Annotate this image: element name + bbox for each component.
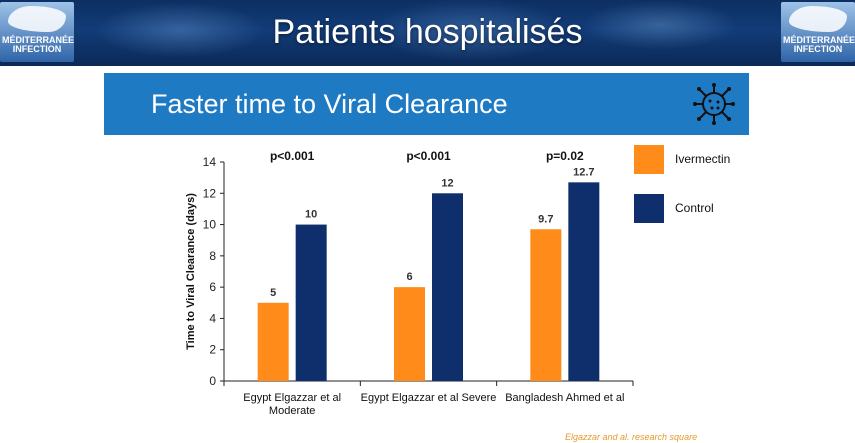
virus-icon <box>693 83 735 125</box>
legend-label-ivermectin: Ivermectin <box>675 152 730 166</box>
x-category-label: Egypt Elgazzar et al Severe <box>361 392 497 404</box>
slide-header: Faster time to Viral Clearance <box>104 73 749 135</box>
p-value-label: p<0.001 <box>270 149 315 163</box>
bar-ivermectin-0 <box>257 302 289 381</box>
logo-right: MÉDITERRANÉE INFECTION <box>781 2 855 62</box>
source-citation: Elgazzar and al. research square <box>565 432 698 442</box>
mediterranean-map-icon <box>8 6 66 32</box>
banner-texture <box>0 0 855 66</box>
y-tick-label: 0 <box>209 374 216 388</box>
y-tick-label: 14 <box>203 155 217 169</box>
banner-title: Patients hospitalisés <box>272 13 583 51</box>
p-value-label: p=0.02 <box>546 149 584 163</box>
header-banner: MÉDITERRANÉE INFECTION Patients hospital… <box>0 0 855 66</box>
bar-value-label: 6 <box>406 271 412 283</box>
bar-ivermectin-1 <box>394 287 425 381</box>
y-tick-label: 10 <box>203 218 217 232</box>
bar-value-label: 5 <box>270 287 276 299</box>
y-axis-title: Time to Viral Clearance (days) <box>185 193 197 350</box>
bar-control-2 <box>568 182 600 381</box>
logo-right-line1: MÉDITERRANÉE <box>783 35 855 45</box>
logo-left-line2: INFECTION <box>12 44 62 54</box>
bar-control-1 <box>432 193 463 381</box>
y-tick-label: 6 <box>209 280 216 294</box>
x-category-label: Bangladesh Ahmed et al <box>505 392 624 404</box>
bar-control-0 <box>295 224 327 381</box>
bar-value-label: 12.7 <box>573 166 594 178</box>
bar-value-label: 9.7 <box>538 213 553 225</box>
legend-swatch-control <box>634 194 664 223</box>
y-tick-label: 2 <box>209 343 216 357</box>
slide-title: Faster time to Viral Clearance <box>151 89 508 119</box>
logo-left-line1: MÉDITERRANÉE <box>2 35 75 45</box>
legend-swatch-ivermectin <box>634 145 664 174</box>
y-tick-label: 8 <box>209 249 216 263</box>
p-value-label: p<0.001 <box>406 149 451 163</box>
x-category-label: Moderate <box>269 405 315 417</box>
y-tick-label: 12 <box>203 186 217 200</box>
logo-left: MÉDITERRANÉE INFECTION <box>0 2 74 62</box>
bar-value-label: 10 <box>305 209 317 221</box>
logo-right-line2: INFECTION <box>793 44 843 54</box>
legend-label-control: Control <box>675 201 714 215</box>
bar-value-label: 12 <box>441 177 453 189</box>
x-category-label: Egypt Elgazzar et al <box>243 392 341 404</box>
bar-ivermectin-2 <box>530 229 562 381</box>
mediterranean-map-icon <box>789 6 847 32</box>
y-tick-label: 4 <box>209 311 216 325</box>
